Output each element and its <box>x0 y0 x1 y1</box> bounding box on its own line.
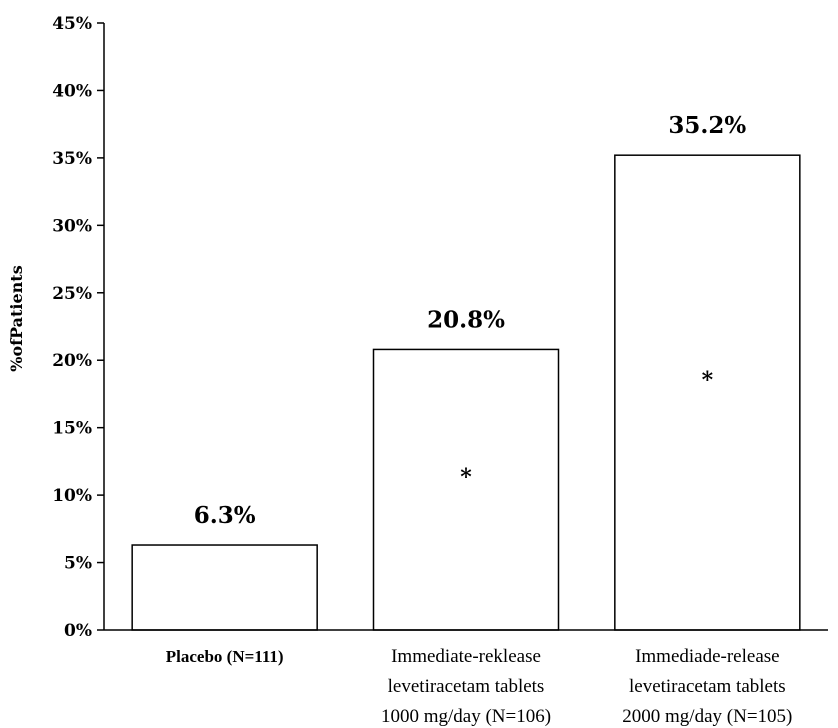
y-tick-label: 25% <box>52 284 92 304</box>
bar-value-label: 35.2% <box>668 112 746 139</box>
y-tick-label: 15% <box>52 419 92 439</box>
y-tick-label: 45% <box>52 14 92 34</box>
y-tick-label: 20% <box>52 351 92 371</box>
y-tick-label: 5% <box>64 554 92 574</box>
y-tick-label: 35% <box>52 149 92 169</box>
significance-mark: * <box>460 465 472 491</box>
x-category-label: Placebo (N=111) <box>166 647 284 666</box>
x-axis-category-labels: Placebo (N=111) Immediate-reklease levetir… <box>166 646 793 727</box>
x-category-label: levetiracetam tablets <box>388 676 545 697</box>
x-category-label: Immediate-reklease <box>391 646 541 667</box>
y-tick-label: 10% <box>52 486 92 506</box>
y-axis-ticks: 0% 5% 10% 15% 20% 25% 30% 35% 40% 45% <box>52 14 104 641</box>
bar <box>372 348 560 631</box>
y-axis-label: %ofPatients <box>7 265 26 371</box>
significance-mark: * <box>702 368 714 394</box>
y-tick-label: 40% <box>52 81 92 101</box>
y-tick-label: 0% <box>64 621 92 641</box>
x-category-label: 2000 mg/day (N=105) <box>622 706 792 727</box>
x-category-label: levetiracetam tablets <box>629 676 786 697</box>
x-category-label: Immediade-release <box>635 646 780 667</box>
bar <box>131 544 318 631</box>
bar-value-label: 6.3% <box>194 502 256 529</box>
bar <box>614 154 801 631</box>
x-category-label: 1000 mg/day (N=106) <box>381 706 551 727</box>
y-tick-label: 30% <box>52 216 92 236</box>
bars: 6.3% 20.8% * 35.2% * <box>131 112 801 631</box>
bar-value-label: 20.8% <box>427 306 505 333</box>
